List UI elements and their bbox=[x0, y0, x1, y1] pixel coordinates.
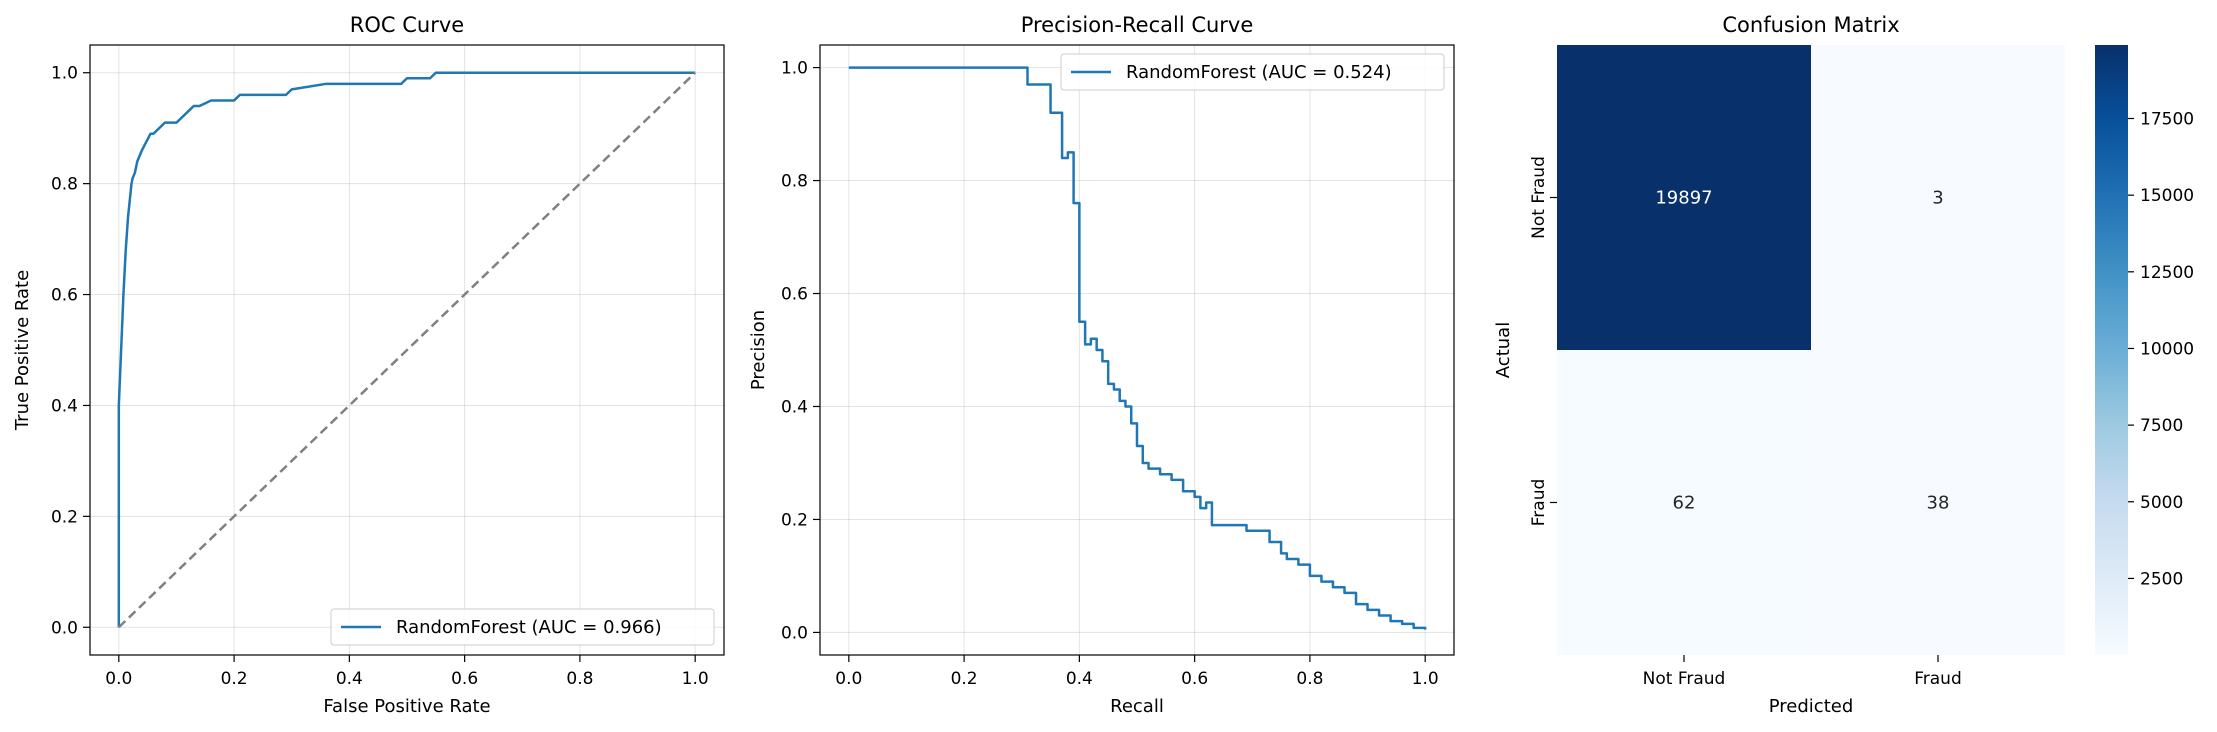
cm-colorbar bbox=[2095, 45, 2128, 655]
roc-ytick-label: 1.0 bbox=[51, 64, 78, 84]
roc-legend: RandomForest (AUC = 0.966) bbox=[330, 608, 715, 646]
roc-series-layer bbox=[117, 71, 697, 629]
cm-cell bbox=[1557, 45, 1811, 350]
cm-colorbar-ticks: 2500 5000 7500 10000 12500 15000 17500 bbox=[2128, 109, 2194, 589]
pr-ytick-label: 0.6 bbox=[781, 285, 808, 305]
pr-legend: RandomForest (AUC = 0.524) bbox=[1060, 53, 1445, 91]
roc-series-1 bbox=[117, 71, 697, 629]
pr-ytick-label: 0.0 bbox=[781, 623, 808, 643]
cm-cell-value: 62 bbox=[1673, 493, 1696, 514]
cm-cells: 19897 3 62 38 bbox=[1557, 45, 2065, 655]
roc-xtick-label: 0.6 bbox=[451, 669, 478, 689]
cm-colorbar-tick-label: 5000 bbox=[2140, 493, 2183, 513]
roc-grid bbox=[90, 45, 724, 655]
pr-xtick-label: 0.2 bbox=[951, 669, 978, 689]
cm-cell-value: 3 bbox=[1932, 188, 1943, 209]
cm-colorbar-tick-label: 17500 bbox=[2140, 109, 2194, 129]
roc-xtick-label: 0.8 bbox=[566, 669, 593, 689]
pr-series-layer bbox=[848, 66, 1427, 630]
cm-ylabel: Actual bbox=[1493, 322, 1514, 378]
roc-ticks: 0.0 0.2 0.4 0.6 0.8 1.0 0.0 0.2 0.4 0.6 0.8 1.0 bbox=[51, 64, 709, 689]
pr-xtick-label: 0.6 bbox=[1181, 669, 1208, 689]
cm-xtick-label: Not Fraud bbox=[1643, 669, 1726, 689]
cm-title: Confusion Matrix bbox=[1722, 13, 1899, 37]
cm-colorbar-tick-label: 12500 bbox=[2140, 263, 2194, 283]
roc-legend-box bbox=[330, 608, 715, 646]
roc-ytick-label: 0.6 bbox=[51, 286, 78, 306]
roc-xtick-label: 0.2 bbox=[221, 669, 248, 689]
cm-colorbar-tick-label: 2500 bbox=[2140, 569, 2183, 589]
pr-xlabel: Recall bbox=[1110, 696, 1164, 717]
pr-ytick-label: 0.2 bbox=[781, 510, 808, 530]
roc-title: ROC Curve bbox=[350, 13, 464, 37]
pr-grid bbox=[820, 45, 1454, 655]
pr-series-0 bbox=[848, 66, 1427, 630]
pr-xtick-label: 0.8 bbox=[1296, 669, 1323, 689]
pr-xtick-label: 0.4 bbox=[1066, 669, 1093, 689]
roc-ytick-label: 0.4 bbox=[51, 396, 78, 416]
roc-xtick-label: 1.0 bbox=[682, 669, 709, 689]
cm-cell-value: 19897 bbox=[1655, 188, 1712, 209]
roc-axes-frame bbox=[89, 44, 725, 656]
cm-cell bbox=[1811, 350, 2065, 655]
cm-colorbar-tick-label: 7500 bbox=[2140, 416, 2183, 436]
pr-ytick-label: 0.8 bbox=[781, 172, 808, 192]
cm-ticks: Not Fraud Fraud Not Fraud Fraud bbox=[1529, 156, 1962, 689]
roc-ytick-label: 0.8 bbox=[51, 175, 78, 195]
cm-ytick-label: Not Fraud bbox=[1529, 156, 1549, 239]
roc-ylabel: True Positive Rate bbox=[12, 270, 33, 431]
pr-ylabel: Precision bbox=[748, 310, 769, 390]
cm-colorbar-tick-label: 10000 bbox=[2140, 339, 2194, 359]
pr-legend-label: RandomForest (AUC = 0.524) bbox=[1126, 62, 1392, 83]
cm-ytick-label: Fraud bbox=[1529, 479, 1549, 527]
roc-chart: 0.0 0.2 0.4 0.6 0.8 1.0 0.0 0.2 0.4 0.6 0.8 1.0 ROC… bbox=[12, 13, 725, 717]
pr-title: Precision-Recall Curve bbox=[1021, 13, 1254, 37]
cm-cell bbox=[1557, 350, 1811, 655]
roc-xtick-label: 0.4 bbox=[336, 669, 363, 689]
roc-series-0 bbox=[117, 71, 696, 628]
roc-xtick-label: 0.0 bbox=[105, 669, 132, 689]
cm-cell-value: 38 bbox=[1927, 493, 1950, 514]
pr-xtick-label: 1.0 bbox=[1412, 669, 1439, 689]
cm-xtick-label: Fraud bbox=[1914, 669, 1962, 689]
roc-ytick-label: 0.2 bbox=[51, 507, 78, 527]
cm-colorbar-tick-label: 15000 bbox=[2140, 186, 2194, 206]
pr-xtick-label: 0.0 bbox=[835, 669, 862, 689]
pr-ticks: 0.0 0.2 0.4 0.6 0.8 1.0 0.0 0.2 0.4 0.6 0.8 1.0 bbox=[781, 59, 1439, 689]
roc-legend-label: RandomForest (AUC = 0.966) bbox=[396, 617, 662, 638]
roc-xlabel: False Positive Rate bbox=[323, 696, 490, 717]
pr-chart: 0.0 0.2 0.4 0.6 0.8 1.0 0.0 0.2 0.4 0.6 0.8 1.0 Pre… bbox=[748, 13, 1455, 717]
pr-ytick-label: 1.0 bbox=[781, 59, 808, 79]
roc-ytick-label: 0.0 bbox=[51, 618, 78, 638]
pr-axes-frame bbox=[819, 44, 1455, 656]
pr-ytick-label: 0.4 bbox=[781, 397, 808, 417]
cm-cell bbox=[1811, 45, 2065, 350]
pr-legend-box bbox=[1060, 53, 1445, 91]
cm-xlabel: Predicted bbox=[1769, 696, 1854, 717]
